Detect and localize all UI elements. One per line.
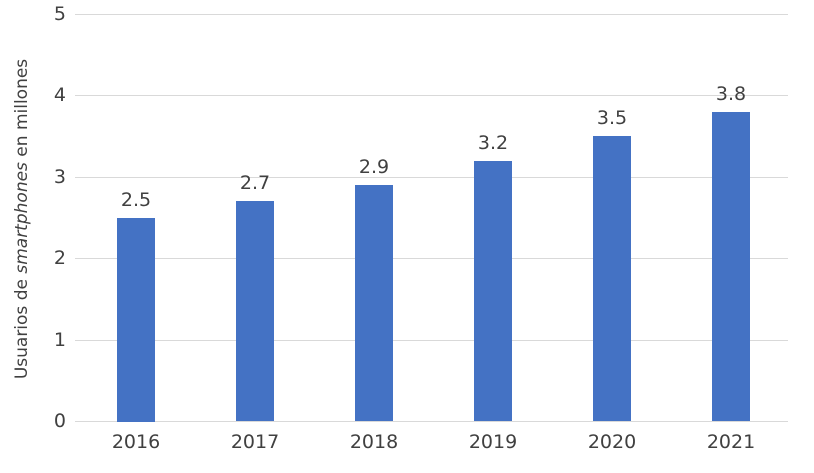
x-axis-tick-label: 2019 [468,431,518,453]
x-axis-line [75,421,788,422]
x-axis-tick-label: 2021 [706,431,756,453]
gridline [75,258,788,259]
bar-2016 [117,218,155,422]
bar-2021 [712,112,750,421]
y-axis-tick-label: 3 [53,166,66,188]
bar-value-label: 2.7 [239,172,271,194]
bar-2020 [593,136,631,421]
y-axis-tick-label: 1 [53,329,66,351]
y-axis-title-segment: en millones [12,58,32,163]
bar-2017 [236,201,274,421]
x-axis-tick-label: 2017 [230,431,280,453]
bar-2019 [474,161,512,421]
bar-value-label: 3.2 [477,132,509,154]
x-axis-tick-label: 2020 [587,431,637,453]
y-axis-tick-label: 2 [53,247,66,269]
gridline [75,14,788,15]
y-axis-tick-label: 0 [53,410,66,432]
x-axis-tick-label: 2018 [349,431,399,453]
bar-value-label: 3.5 [596,107,628,129]
x-axis-tick-label: 2016 [111,431,161,453]
bar-2018 [355,185,393,421]
y-axis-tick-label: 4 [53,84,66,106]
y-axis-title-segment: Usuarios de [12,273,32,380]
bar-value-label: 3.8 [715,83,747,105]
gridline [75,95,788,96]
bar-value-label: 2.5 [120,189,152,211]
gridline [75,177,788,178]
gridline [75,340,788,341]
bar-value-label: 2.9 [358,156,390,178]
y-axis-tick-label: 5 [53,3,66,25]
